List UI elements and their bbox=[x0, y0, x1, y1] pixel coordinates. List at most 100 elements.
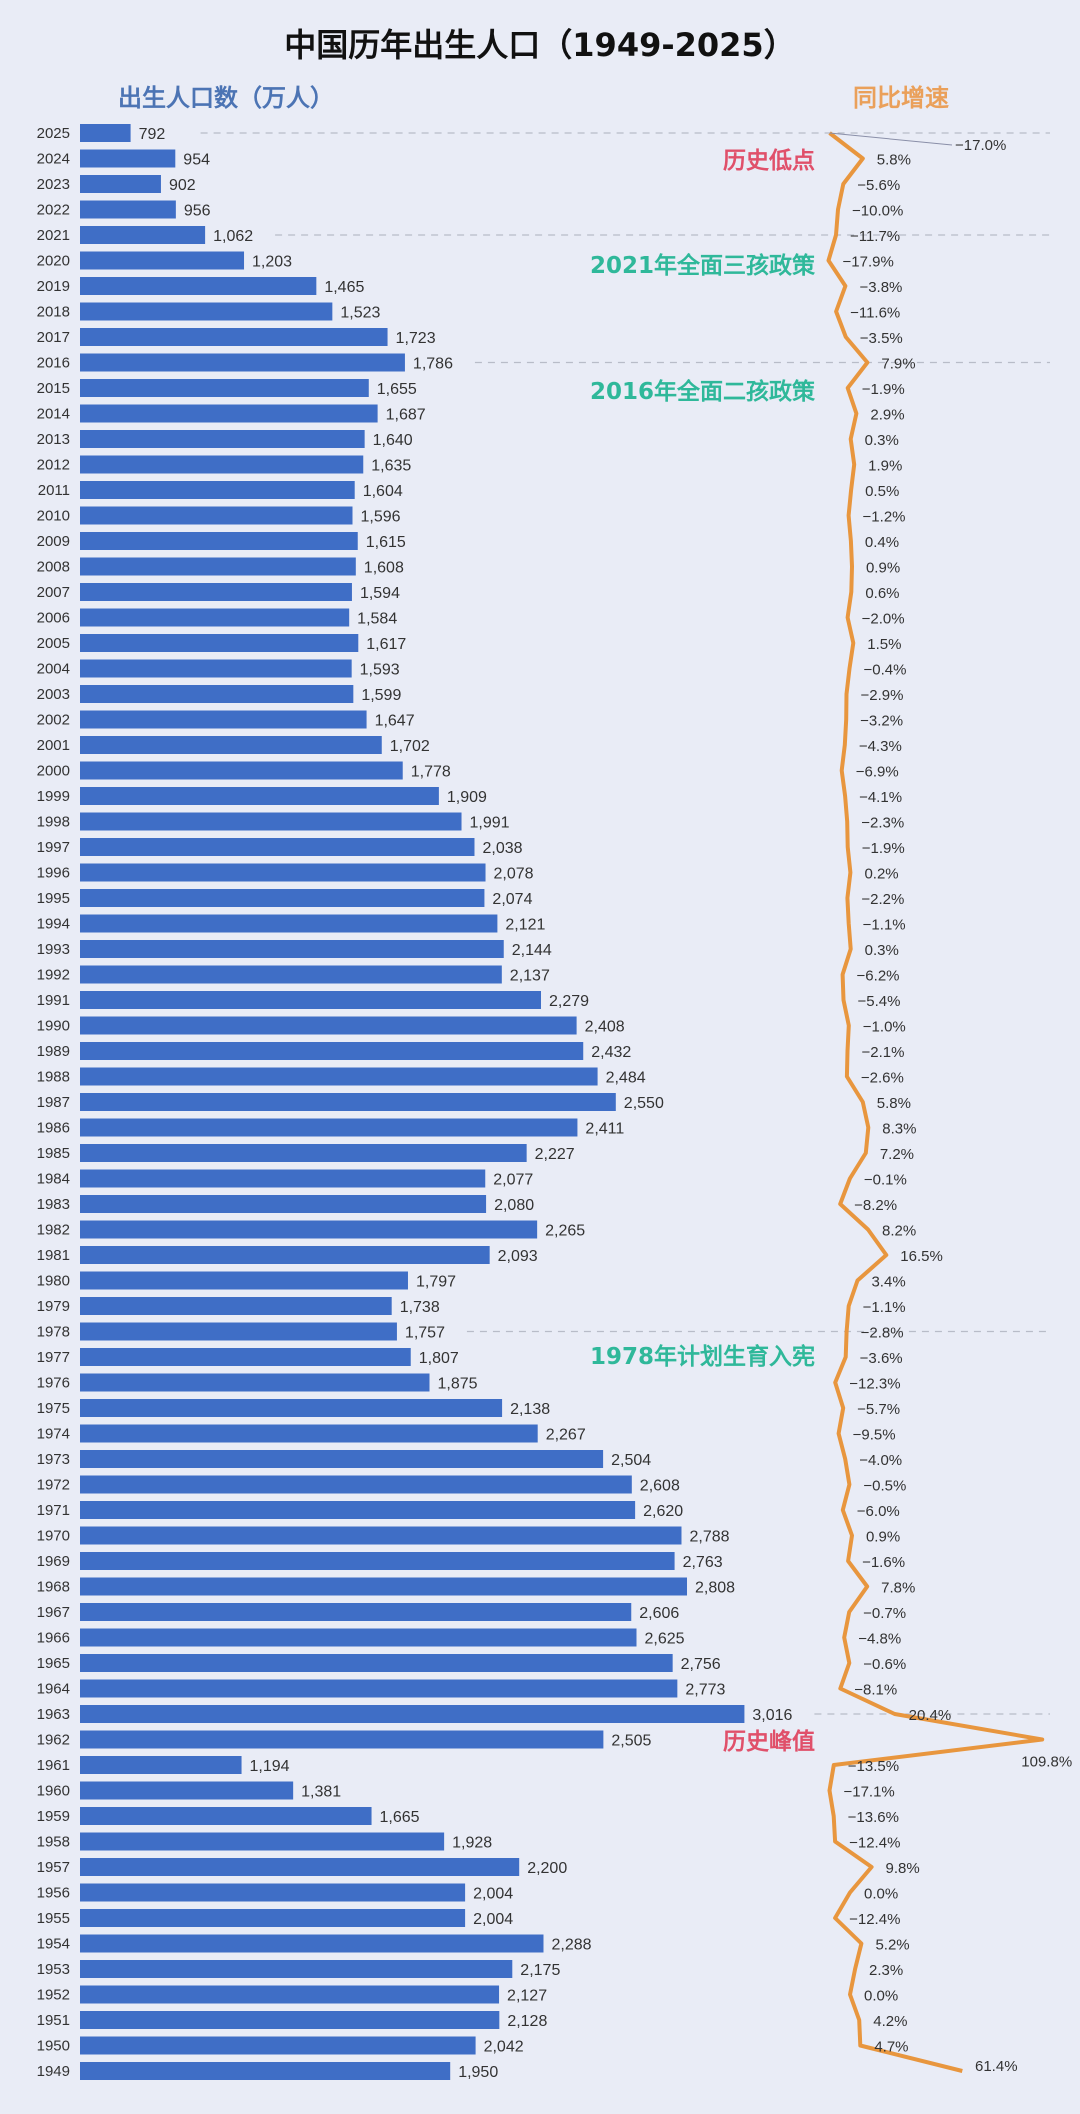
growth-value-label: −0.4% bbox=[864, 662, 907, 679]
birth-bar bbox=[80, 404, 378, 423]
year-label: 1974 bbox=[37, 1426, 70, 1443]
birth-value-label: 2,606 bbox=[639, 1605, 679, 1622]
year-label: 1966 bbox=[37, 1630, 70, 1647]
birth-value-label: 2,121 bbox=[505, 917, 545, 934]
birth-bar bbox=[80, 1807, 372, 1825]
birth-bar bbox=[80, 914, 498, 933]
birth-bar bbox=[80, 889, 485, 907]
birth-value-label: 2,074 bbox=[492, 891, 532, 908]
chart-title: 中国历年出生人口（1949-2025） bbox=[284, 26, 796, 64]
growth-value-label: 2.9% bbox=[870, 407, 904, 424]
birth-value-label: 2,788 bbox=[689, 1529, 729, 1546]
birth-bar bbox=[80, 1016, 577, 1035]
growth-value-label: −3.5% bbox=[860, 330, 903, 347]
birth-value-label: 1,807 bbox=[419, 1350, 459, 1367]
growth-value-label: −8.2% bbox=[854, 1197, 897, 1214]
birth-value-label: 1,757 bbox=[405, 1325, 445, 1342]
year-label: 1970 bbox=[37, 1528, 70, 1545]
birth-bar bbox=[80, 200, 176, 219]
year-label: 1989 bbox=[37, 1043, 70, 1060]
growth-value-label: 0.3% bbox=[865, 942, 899, 959]
year-label: 1960 bbox=[37, 1783, 70, 1800]
year-label: 1967 bbox=[37, 1604, 70, 1621]
birth-bar bbox=[80, 1501, 636, 1519]
birth-value-label: 1,608 bbox=[364, 560, 404, 577]
birth-value-label: 3,016 bbox=[752, 1707, 792, 1724]
birth-value-label: 1,687 bbox=[386, 407, 426, 424]
year-label: 2013 bbox=[37, 431, 70, 448]
birth-bar bbox=[80, 1730, 604, 1749]
growth-value-label: −2.8% bbox=[861, 1325, 904, 1342]
growth-value-label: 8.3% bbox=[882, 1121, 916, 1138]
growth-value-label: 0.0% bbox=[864, 1988, 898, 2005]
birth-bar bbox=[80, 608, 350, 627]
annotation-three-child-policy: 2021年全面三孩政策 bbox=[590, 252, 816, 279]
birth-bar bbox=[80, 506, 353, 525]
growth-value-label: 61.4% bbox=[975, 2058, 1018, 2075]
birth-value-label: 956 bbox=[184, 203, 211, 220]
birth-bar bbox=[80, 2062, 451, 2080]
birth-bar bbox=[80, 1858, 520, 1876]
year-label: 1971 bbox=[37, 1502, 70, 1519]
growth-value-label: −12.4% bbox=[849, 1835, 900, 1852]
birth-value-label: 1,194 bbox=[250, 1758, 290, 1775]
birth-value-label: 954 bbox=[183, 152, 210, 169]
birth-bar bbox=[80, 175, 161, 193]
year-label: 1982 bbox=[37, 1222, 70, 1239]
growth-value-label: 0.4% bbox=[865, 534, 899, 551]
birth-value-label: 1,596 bbox=[360, 509, 400, 526]
birth-value-label: 1,928 bbox=[452, 1835, 492, 1852]
year-label: 1962 bbox=[37, 1732, 70, 1749]
year-label: 1950 bbox=[37, 2038, 70, 2055]
year-label: 1949 bbox=[37, 2063, 70, 2080]
annotation-historic-low: 历史低点 bbox=[723, 148, 815, 174]
growth-value-label: −11.7% bbox=[850, 228, 900, 245]
birth-bar bbox=[80, 302, 333, 321]
birth-bar bbox=[80, 1781, 294, 1800]
birth-value-label: 2,773 bbox=[685, 1682, 725, 1699]
birth-value-label: 2,808 bbox=[695, 1580, 735, 1597]
birth-value-label: 2,620 bbox=[643, 1503, 683, 1520]
birth-value-label: 1,203 bbox=[252, 254, 292, 271]
birth-bar bbox=[80, 761, 403, 780]
birth-bar bbox=[80, 1322, 397, 1341]
growth-value-label: −17.0% bbox=[955, 137, 1006, 154]
year-label: 2021 bbox=[37, 227, 70, 244]
birth-bar bbox=[80, 1169, 486, 1188]
birth-bar bbox=[80, 1654, 673, 1672]
birth-bar bbox=[80, 1424, 538, 1443]
year-label: 1999 bbox=[37, 788, 70, 805]
birth-bar bbox=[80, 1220, 538, 1239]
year-label: 2016 bbox=[37, 355, 70, 372]
bar-series-header: 出生人口数（万人） bbox=[118, 84, 334, 112]
growth-value-label: −0.7% bbox=[863, 1605, 906, 1622]
birth-value-label: 792 bbox=[139, 126, 166, 143]
birth-bar bbox=[80, 1628, 637, 1647]
birth-bar bbox=[80, 1144, 527, 1162]
growth-value-label: −12.3% bbox=[849, 1376, 900, 1393]
birth-value-label: 1,465 bbox=[324, 279, 364, 296]
year-label: 2011 bbox=[38, 482, 70, 499]
birth-bar bbox=[80, 1526, 682, 1545]
birth-value-label: 1,723 bbox=[396, 330, 436, 347]
growth-series-header: 同比增速 bbox=[853, 84, 949, 112]
growth-value-label: −3.2% bbox=[860, 713, 903, 730]
growth-value-label: −2.1% bbox=[861, 1044, 904, 1061]
birth-value-label: 2,042 bbox=[484, 2039, 524, 2056]
birth-bar bbox=[80, 1909, 466, 1927]
birth-value-label: 2,756 bbox=[681, 1656, 721, 1673]
growth-value-label: 0.9% bbox=[866, 1529, 900, 1546]
birth-value-label: 1,593 bbox=[360, 662, 400, 679]
annotation-family-planning: 1978年计划生育入宪 bbox=[590, 1343, 815, 1370]
birth-bar bbox=[80, 481, 355, 499]
birth-bar bbox=[80, 277, 317, 295]
year-label: 1984 bbox=[37, 1171, 70, 1188]
year-label: 2010 bbox=[37, 508, 70, 525]
birth-bar bbox=[80, 430, 365, 448]
growth-value-label: −5.7% bbox=[857, 1401, 900, 1418]
year-label: 2019 bbox=[37, 278, 70, 295]
growth-value-label: −1.1% bbox=[863, 1299, 906, 1316]
growth-value-label: 0.9% bbox=[866, 560, 900, 577]
year-label: 2025 bbox=[37, 125, 70, 142]
birth-value-label: 1,615 bbox=[366, 534, 406, 551]
